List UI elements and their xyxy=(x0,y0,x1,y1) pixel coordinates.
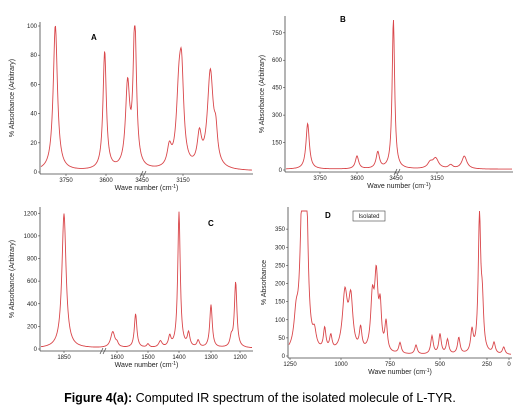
y-tick-label: 0 xyxy=(34,170,38,176)
axis-break-mark xyxy=(396,168,401,176)
x-axis-title-close: ) xyxy=(429,183,431,190)
panel-label: B xyxy=(340,15,346,24)
x-axis-title: Wave number (cm-1) xyxy=(115,184,179,192)
panel-label: C xyxy=(208,219,214,228)
y-tick-label: 0 xyxy=(279,168,283,174)
x-axis-title-sup: -1 xyxy=(172,184,177,190)
x-axis-title-sup: -1 xyxy=(172,361,177,367)
spectrum-line xyxy=(288,210,512,355)
x-tick-label: 1000 xyxy=(334,362,348,368)
x-axis-title-close: ) xyxy=(430,369,432,376)
y-tick-label: 200 xyxy=(275,282,286,288)
x-tick-label: 3750 xyxy=(59,178,73,184)
y-tick-label: 250 xyxy=(275,263,286,269)
y-tick-label: 80 xyxy=(30,53,37,59)
panel-label: A xyxy=(91,33,97,42)
caption-text: Computed IR spectrum of the isolated mol… xyxy=(135,391,456,405)
y-tick-label: 1000 xyxy=(24,234,38,240)
x-tick-label: 1500 xyxy=(141,355,155,361)
x-axis-title-close: ) xyxy=(176,185,178,192)
x-tick-label: 3750 xyxy=(313,176,327,182)
x-tick-label: 0 xyxy=(507,362,511,368)
legend-box xyxy=(352,210,386,222)
y-tick-label: 350 xyxy=(275,227,286,233)
legend-label: Isolated xyxy=(358,214,379,220)
spectrum-line xyxy=(40,25,252,171)
x-axis-title-sup: -1 xyxy=(425,368,430,374)
figure-caption: Figure 4(a): Computed IR spectrum of the… xyxy=(0,391,520,405)
spectrum-line xyxy=(40,211,252,348)
y-tick-label: 1200 xyxy=(24,211,38,217)
legend: Isolated xyxy=(352,210,386,222)
x-tick-label: 750 xyxy=(385,362,396,368)
x-axis-title-close: ) xyxy=(176,362,178,369)
x-tick-label: 1850 xyxy=(57,355,71,361)
x-axis-title-sup: -1 xyxy=(424,182,429,188)
chart-panel-c: 0 200 400 600 800 1000 1200 1850 1600 1500 1400 130… xyxy=(9,207,253,369)
y-tick-label: 150 xyxy=(272,141,283,147)
y-tick-label: 300 xyxy=(275,245,286,251)
x-tick-label: 3150 xyxy=(176,178,190,184)
x-tick-label: 3450 xyxy=(135,178,149,184)
y-tick-label: 600 xyxy=(27,279,38,285)
y-tick-label: 400 xyxy=(27,302,38,308)
y-tick-label: 200 xyxy=(27,324,38,330)
y-tick-label: 0 xyxy=(34,347,38,353)
y-axis-title: % Absorbance (Arbitrary) xyxy=(9,240,16,318)
y-tick-label: 600 xyxy=(272,58,283,64)
x-tick-label: 1250 xyxy=(283,362,297,368)
axis-break-mark xyxy=(99,347,104,355)
x-tick-label: 1300 xyxy=(204,355,218,361)
axis-break-mark xyxy=(142,170,147,178)
y-tick-label: 100 xyxy=(275,318,286,324)
y-axis-title: % Absorbance xyxy=(261,260,268,305)
y-axis-title: % Absorbance (Arbitrary) xyxy=(9,59,16,137)
chart-panel-d: 0 50 100 150 200 250 300 350 1250 1000 750 500 250 0 W… xyxy=(261,207,512,376)
y-tick-label: 0 xyxy=(282,354,286,360)
y-tick-label: 800 xyxy=(27,257,38,263)
y-tick-label: 50 xyxy=(278,336,285,342)
axis-break-mark xyxy=(393,168,398,176)
x-axis-title: Wave number (cm-1) xyxy=(368,368,432,376)
y-axis-title: % Absorbance (Arbitrary) xyxy=(259,55,266,133)
y-tick-label: 40 xyxy=(30,112,37,118)
caption-label: Figure 4(a): xyxy=(64,391,133,405)
x-axis-title: Wave number (cm-1) xyxy=(367,182,431,190)
y-tick-label: 300 xyxy=(272,113,283,119)
y-tick-label: 100 xyxy=(27,24,38,30)
x-tick-label: 1600 xyxy=(110,355,124,361)
y-tick-label: 150 xyxy=(275,300,286,306)
x-axis-title: Wave number (cm-1) xyxy=(115,361,179,369)
x-tick-label: 3150 xyxy=(430,176,444,182)
y-tick-label: 20 xyxy=(30,141,37,147)
y-tick-label: 450 xyxy=(272,86,283,92)
axis-break-mark xyxy=(102,347,107,355)
x-tick-label: 1400 xyxy=(172,355,186,361)
x-tick-label: 3600 xyxy=(99,178,113,184)
x-tick-label: 3450 xyxy=(389,176,403,182)
x-tick-label: 250 xyxy=(482,362,493,368)
panel-label: D xyxy=(325,211,331,220)
y-tick-label: 750 xyxy=(272,31,283,37)
x-tick-label: 3600 xyxy=(350,176,364,182)
x-tick-label: 1200 xyxy=(233,355,247,361)
y-tick-label: 60 xyxy=(30,82,37,88)
spectrum-line xyxy=(286,19,512,170)
x-tick-label: 500 xyxy=(435,362,446,368)
axis-break-mark xyxy=(139,170,144,178)
